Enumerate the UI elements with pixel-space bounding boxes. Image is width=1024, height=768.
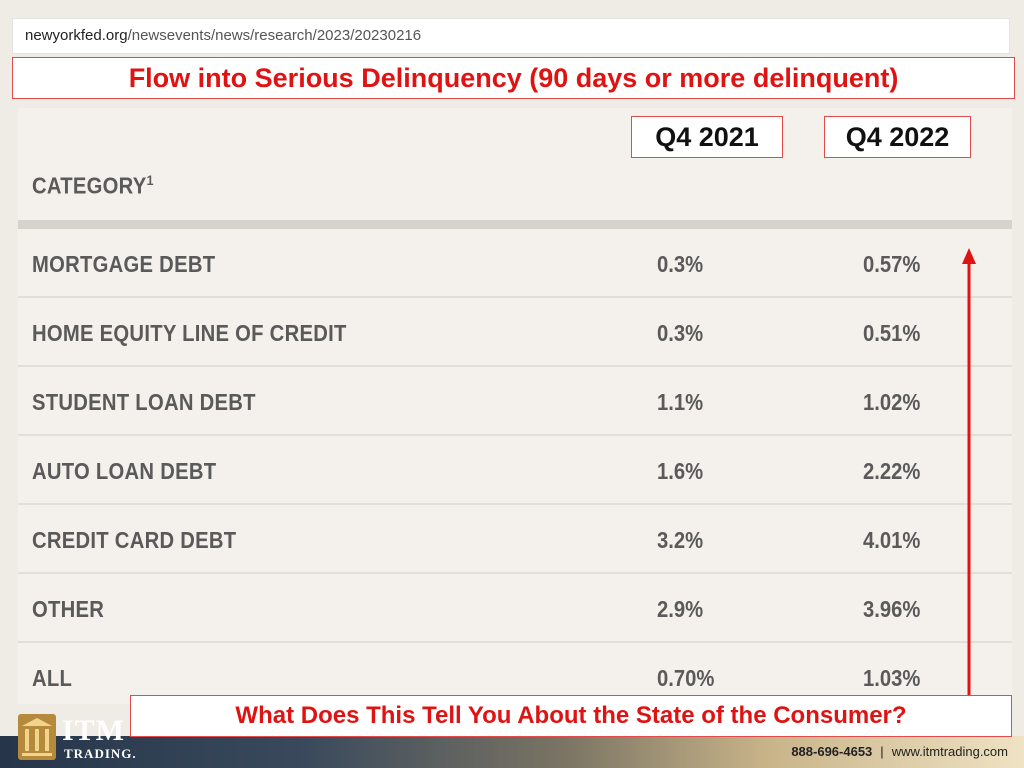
address-bar[interactable]: newyorkfed.org/newsevents/news/research/… [12, 18, 1010, 54]
logo-subtitle: TRADING. [64, 746, 137, 761]
url-text: newyorkfed.org/newsevents/news/research/… [25, 27, 421, 44]
column-header-q4-2021: Q4 2021 [631, 116, 783, 158]
table-row: CREDIT CARD DEBT 3.2% 4.01% [18, 505, 1012, 574]
category-header: CATEGORY1 [32, 172, 154, 200]
slide-title-box: Flow into Serious Delinquency (90 days o… [12, 57, 1015, 99]
website-link[interactable]: www.itmtrading.com [891, 744, 1008, 759]
column-pillar-icon [18, 714, 56, 760]
header-divider [18, 220, 1012, 229]
value-q4-2022: 1.03% [863, 665, 921, 691]
phone-number[interactable]: 888-696-4653 [791, 744, 873, 759]
slide-title: Flow into Serious Delinquency (90 days o… [128, 62, 899, 93]
row-label: OTHER [32, 596, 105, 622]
value-q4-2021: 0.3% [657, 251, 704, 277]
value-q4-2021: 3.2% [657, 527, 704, 553]
table-row: MORTGAGE DEBT 0.3% 0.57% [18, 229, 1012, 298]
column-header-q4-2022: Q4 2022 [824, 116, 971, 158]
row-label: CREDIT CARD DEBT [32, 527, 237, 553]
question-box: What Does This Tell You About the State … [130, 695, 1012, 737]
logo-name: ITM [62, 714, 125, 747]
table-row: OTHER 2.9% 3.96% [18, 574, 1012, 643]
value-q4-2021: 0.70% [657, 665, 715, 691]
table-row: AUTO LOAN DEBT 1.6% 2.22% [18, 436, 1012, 505]
category-footnote: 1 [146, 172, 154, 188]
table-row: HOME EQUITY LINE OF CREDIT 0.3% 0.51% [18, 298, 1012, 367]
footer-contact: 888-696-4653 | www.itmtrading.com [791, 744, 1008, 759]
row-label: MORTGAGE DEBT [32, 251, 216, 277]
row-label: STUDENT LOAN DEBT [32, 389, 256, 415]
value-q4-2022: 0.51% [863, 320, 921, 346]
itm-trading-logo[interactable]: ITM TRADING. [18, 712, 158, 764]
slide-question: What Does This Tell You About the State … [235, 702, 907, 729]
value-q4-2021: 1.6% [657, 458, 704, 484]
category-header-label: CATEGORY [32, 172, 147, 199]
table-row: ALL 0.70% 1.03% [18, 643, 1012, 712]
value-q4-2021: 2.9% [657, 596, 704, 622]
value-q4-2021: 1.1% [657, 389, 704, 415]
up-arrow-icon [962, 248, 976, 698]
value-q4-2021: 0.3% [657, 320, 704, 346]
table-row: STUDENT LOAN DEBT 1.1% 1.02% [18, 367, 1012, 436]
row-label: HOME EQUITY LINE OF CREDIT [32, 320, 347, 346]
table-header: CATEGORY1 Q4 2021 Q4 2022 [18, 108, 1012, 220]
value-q4-2022: 4.01% [863, 527, 921, 553]
row-label: AUTO LOAN DEBT [32, 458, 217, 484]
value-q4-2022: 2.22% [863, 458, 921, 484]
footer-separator: | [880, 744, 884, 759]
value-q4-2022: 3.96% [863, 596, 921, 622]
value-q4-2022: 0.57% [863, 251, 921, 277]
value-q4-2022: 1.02% [863, 389, 921, 415]
delinquency-table: CATEGORY1 Q4 2021 Q4 2022 MORTGAGE DEBT … [18, 108, 1012, 704]
row-label: ALL [32, 665, 73, 691]
url-path: /newsevents/news/research/2023/20230216 [127, 27, 422, 44]
url-host: newyorkfed.org [25, 27, 128, 44]
footer-bar: 888-696-4653 | www.itmtrading.com [0, 736, 1024, 768]
table-body: MORTGAGE DEBT 0.3% 0.57% HOME EQUITY LIN… [18, 229, 1012, 712]
